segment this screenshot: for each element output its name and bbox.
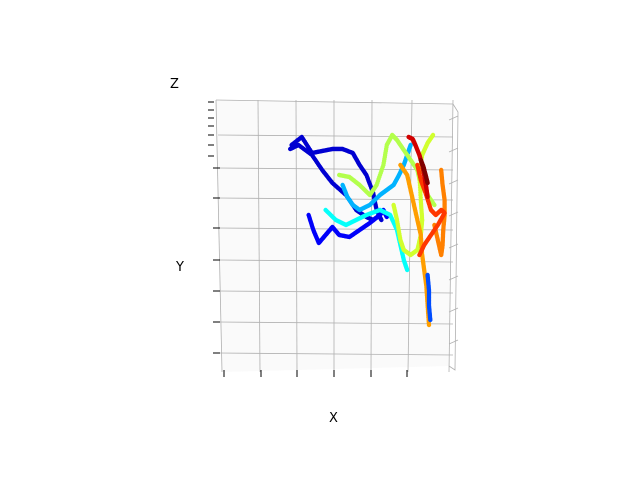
data-points [288,132,447,328]
grid-line-horizontal [217,290,454,294]
data-point [426,322,432,328]
side-grid-line [448,275,459,281]
data-point [288,146,293,152]
grid-line-vertical [215,99,223,373]
data-point [417,252,422,258]
side-pane-edge [448,103,459,371]
grid-line-horizontal [217,321,454,325]
side-grid-line [448,243,459,249]
axes-panes [216,100,453,372]
data-point [428,317,433,323]
side-grid-line [448,147,459,153]
data-point [425,180,430,186]
grid-line-horizontal [217,352,454,356]
side-grid-line [448,307,459,313]
side-grid-line [448,179,459,185]
grid-line-vertical [257,99,261,373]
data-point [425,194,430,200]
grid-line-vertical [370,99,373,373]
grid-line-horizontal [217,167,454,171]
top-edge [215,99,454,105]
data-point [432,202,437,208]
grid-line-horizontal [217,259,454,263]
axes-ticks [208,101,408,377]
side-grid-line [448,211,459,217]
grid-line-horizontal [217,134,454,138]
data-point [430,132,436,138]
side-grid-line [448,115,459,121]
back-pane [216,100,453,372]
y-axis-label: Y [175,260,184,275]
z-axis-label: Z [170,77,179,92]
grid-line-vertical [448,99,454,373]
data-point [405,267,410,273]
side-grid-line [448,339,459,345]
data-point [408,142,413,148]
x-axis-label: X [329,411,338,426]
